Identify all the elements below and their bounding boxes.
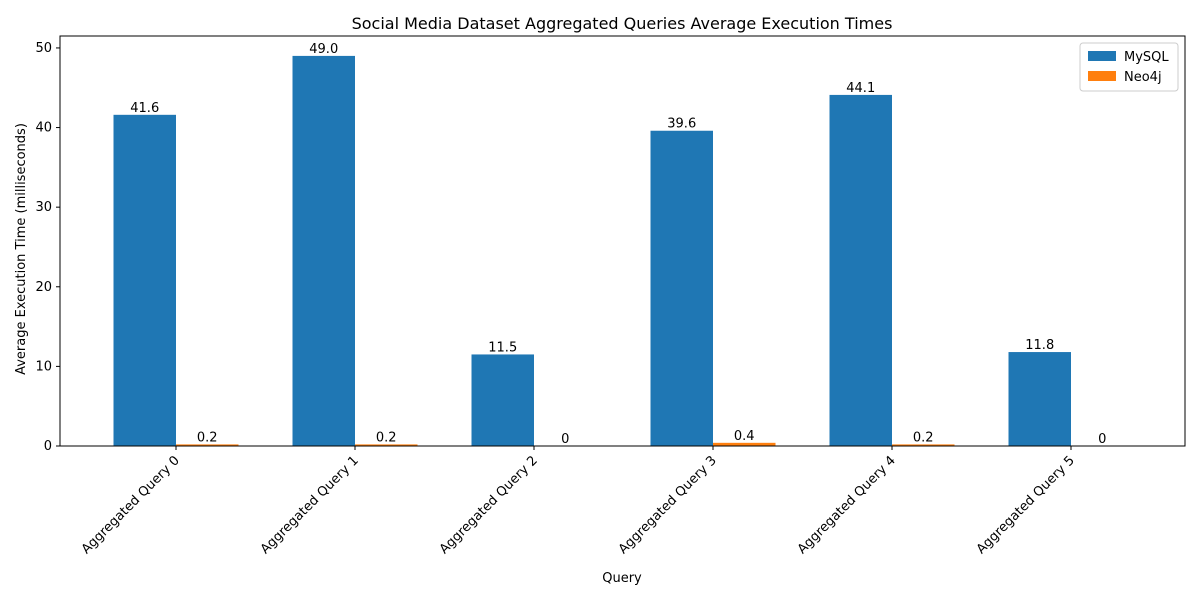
- bar-mysql: [650, 130, 713, 447]
- x-axis-label: Query: [602, 571, 642, 586]
- legend: MySQL Neo4j: [1079, 42, 1179, 92]
- y-tick-label: 30: [35, 200, 52, 215]
- bar-value-label: 0.2: [913, 430, 934, 445]
- bar-value-label: 0: [561, 432, 569, 447]
- bar-mysql: [471, 354, 534, 446]
- legend-swatch: [1088, 51, 1116, 61]
- bar-value-label: 49.0: [309, 42, 338, 57]
- x-tick-label: Aggregated Query 5: [974, 453, 1078, 557]
- bar-mysql: [292, 55, 355, 446]
- bar-value-label: 39.6: [667, 117, 696, 132]
- x-tick-label: Aggregated Query 1: [258, 453, 362, 557]
- bar-mysql: [113, 114, 176, 446]
- y-axis-label: Average Execution Time (milliseconds): [14, 123, 29, 375]
- plot-frame: [59, 35, 1186, 447]
- bar-neo4j: [713, 442, 776, 446]
- x-tick-label: Aggregated Query 4: [795, 453, 899, 557]
- bar-value-label: 44.1: [846, 81, 875, 96]
- y-tick-label: 40: [35, 121, 52, 136]
- x-tick-label: Aggregated Query 3: [616, 453, 720, 557]
- bar-value-label: 11.5: [488, 340, 517, 355]
- chart-title: Social Media Dataset Aggregated Queries …: [352, 14, 893, 33]
- x-tick-label: Aggregated Query 2: [437, 453, 541, 557]
- y-tick-label: 10: [35, 359, 52, 374]
- y-tick-label: 0: [44, 439, 52, 454]
- bar-mysql: [829, 94, 892, 446]
- legend-label: MySQL: [1124, 50, 1169, 65]
- bar-value-label: 0.4: [734, 429, 755, 444]
- bar-mysql: [1008, 352, 1071, 446]
- plot-area: 0 10 20 30 40 50 41.6 0.2 Aggregated Query 0 49.0…: [35, 41, 1106, 557]
- y-tick-label: 20: [35, 280, 52, 295]
- bar-value-label: 0: [1098, 432, 1106, 447]
- y-tick-label: 50: [35, 41, 52, 56]
- bar-neo4j: [355, 444, 418, 446]
- legend-swatch: [1088, 71, 1116, 81]
- bar-value-label: 11.8: [1025, 338, 1054, 353]
- bar-value-label: 41.6: [130, 101, 159, 116]
- x-tick-label: Aggregated Query 0: [79, 453, 183, 557]
- bar-neo4j: [176, 444, 239, 446]
- legend-label: Neo4j: [1124, 70, 1162, 85]
- bar-value-label: 0.2: [376, 430, 397, 445]
- bar-value-label: 0.2: [197, 430, 218, 445]
- bar-neo4j: [892, 444, 955, 446]
